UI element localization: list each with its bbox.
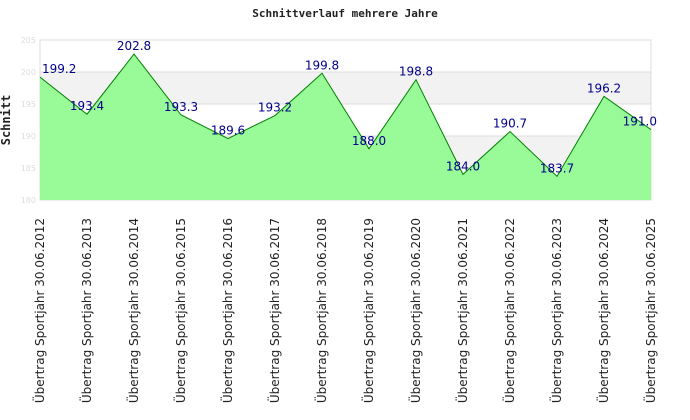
x-tick-label: Übertrag Sportjahr 30.06.2024 (595, 218, 611, 403)
x-tick-label: Übertrag Sportjahr 30.06.2019 (360, 218, 376, 403)
y-tick-label: 205 (21, 36, 36, 45)
y-tick-label: 190 (21, 132, 36, 141)
y-axis-label: Schnitt (0, 95, 13, 146)
x-tick-label: Übertrag Sportjahr 30.06.2021 (454, 218, 470, 403)
data-label: 193.4 (70, 99, 104, 113)
data-label: 191.0 (623, 115, 657, 129)
data-label: 196.2 (587, 81, 621, 95)
x-tick-label: Übertrag Sportjahr 30.06.2013 (78, 218, 94, 403)
chart-title: Schnittverlauf mehrere Jahre (252, 7, 438, 20)
data-label: 189.6 (211, 124, 245, 138)
x-tick-label: Übertrag Sportjahr 30.06.2025 (642, 218, 658, 403)
series-line (39, 53, 652, 178)
x-tick-label: Übertrag Sportjahr 30.06.2012 (31, 218, 47, 403)
data-label: 188.0 (352, 134, 386, 148)
x-tick-label: Übertrag Sportjahr 30.06.2014 (125, 218, 141, 403)
x-tick-label: Übertrag Sportjahr 30.06.2017 (266, 218, 282, 403)
y-tick-label: 195 (21, 100, 36, 109)
data-label: 193.2 (258, 101, 292, 115)
data-label: 199.8 (305, 58, 339, 72)
y-tick-label: 200 (21, 68, 36, 77)
x-tick-label: Übertrag Sportjahr 30.06.2023 (548, 218, 564, 403)
data-label: 202.8 (117, 39, 151, 53)
data-label: 183.7 (540, 161, 574, 175)
x-tick-label: Übertrag Sportjahr 30.06.2020 (407, 218, 423, 403)
area-fill (40, 54, 651, 200)
y-tick-label: 185 (21, 164, 36, 173)
data-label: 199.2 (42, 62, 76, 76)
x-tick-label: Übertrag Sportjahr 30.06.2016 (219, 218, 235, 403)
x-tick-label: Übertrag Sportjahr 30.06.2018 (313, 218, 329, 403)
data-label: 184.0 (446, 159, 480, 173)
data-label: 198.8 (399, 65, 433, 79)
y-tick-label: 180 (21, 196, 36, 205)
x-tick-label: Übertrag Sportjahr 30.06.2015 (172, 218, 188, 403)
data-label: 193.3 (164, 100, 198, 114)
data-label: 190.7 (493, 117, 527, 131)
x-tick-label: Übertrag Sportjahr 30.06.2022 (501, 218, 517, 403)
